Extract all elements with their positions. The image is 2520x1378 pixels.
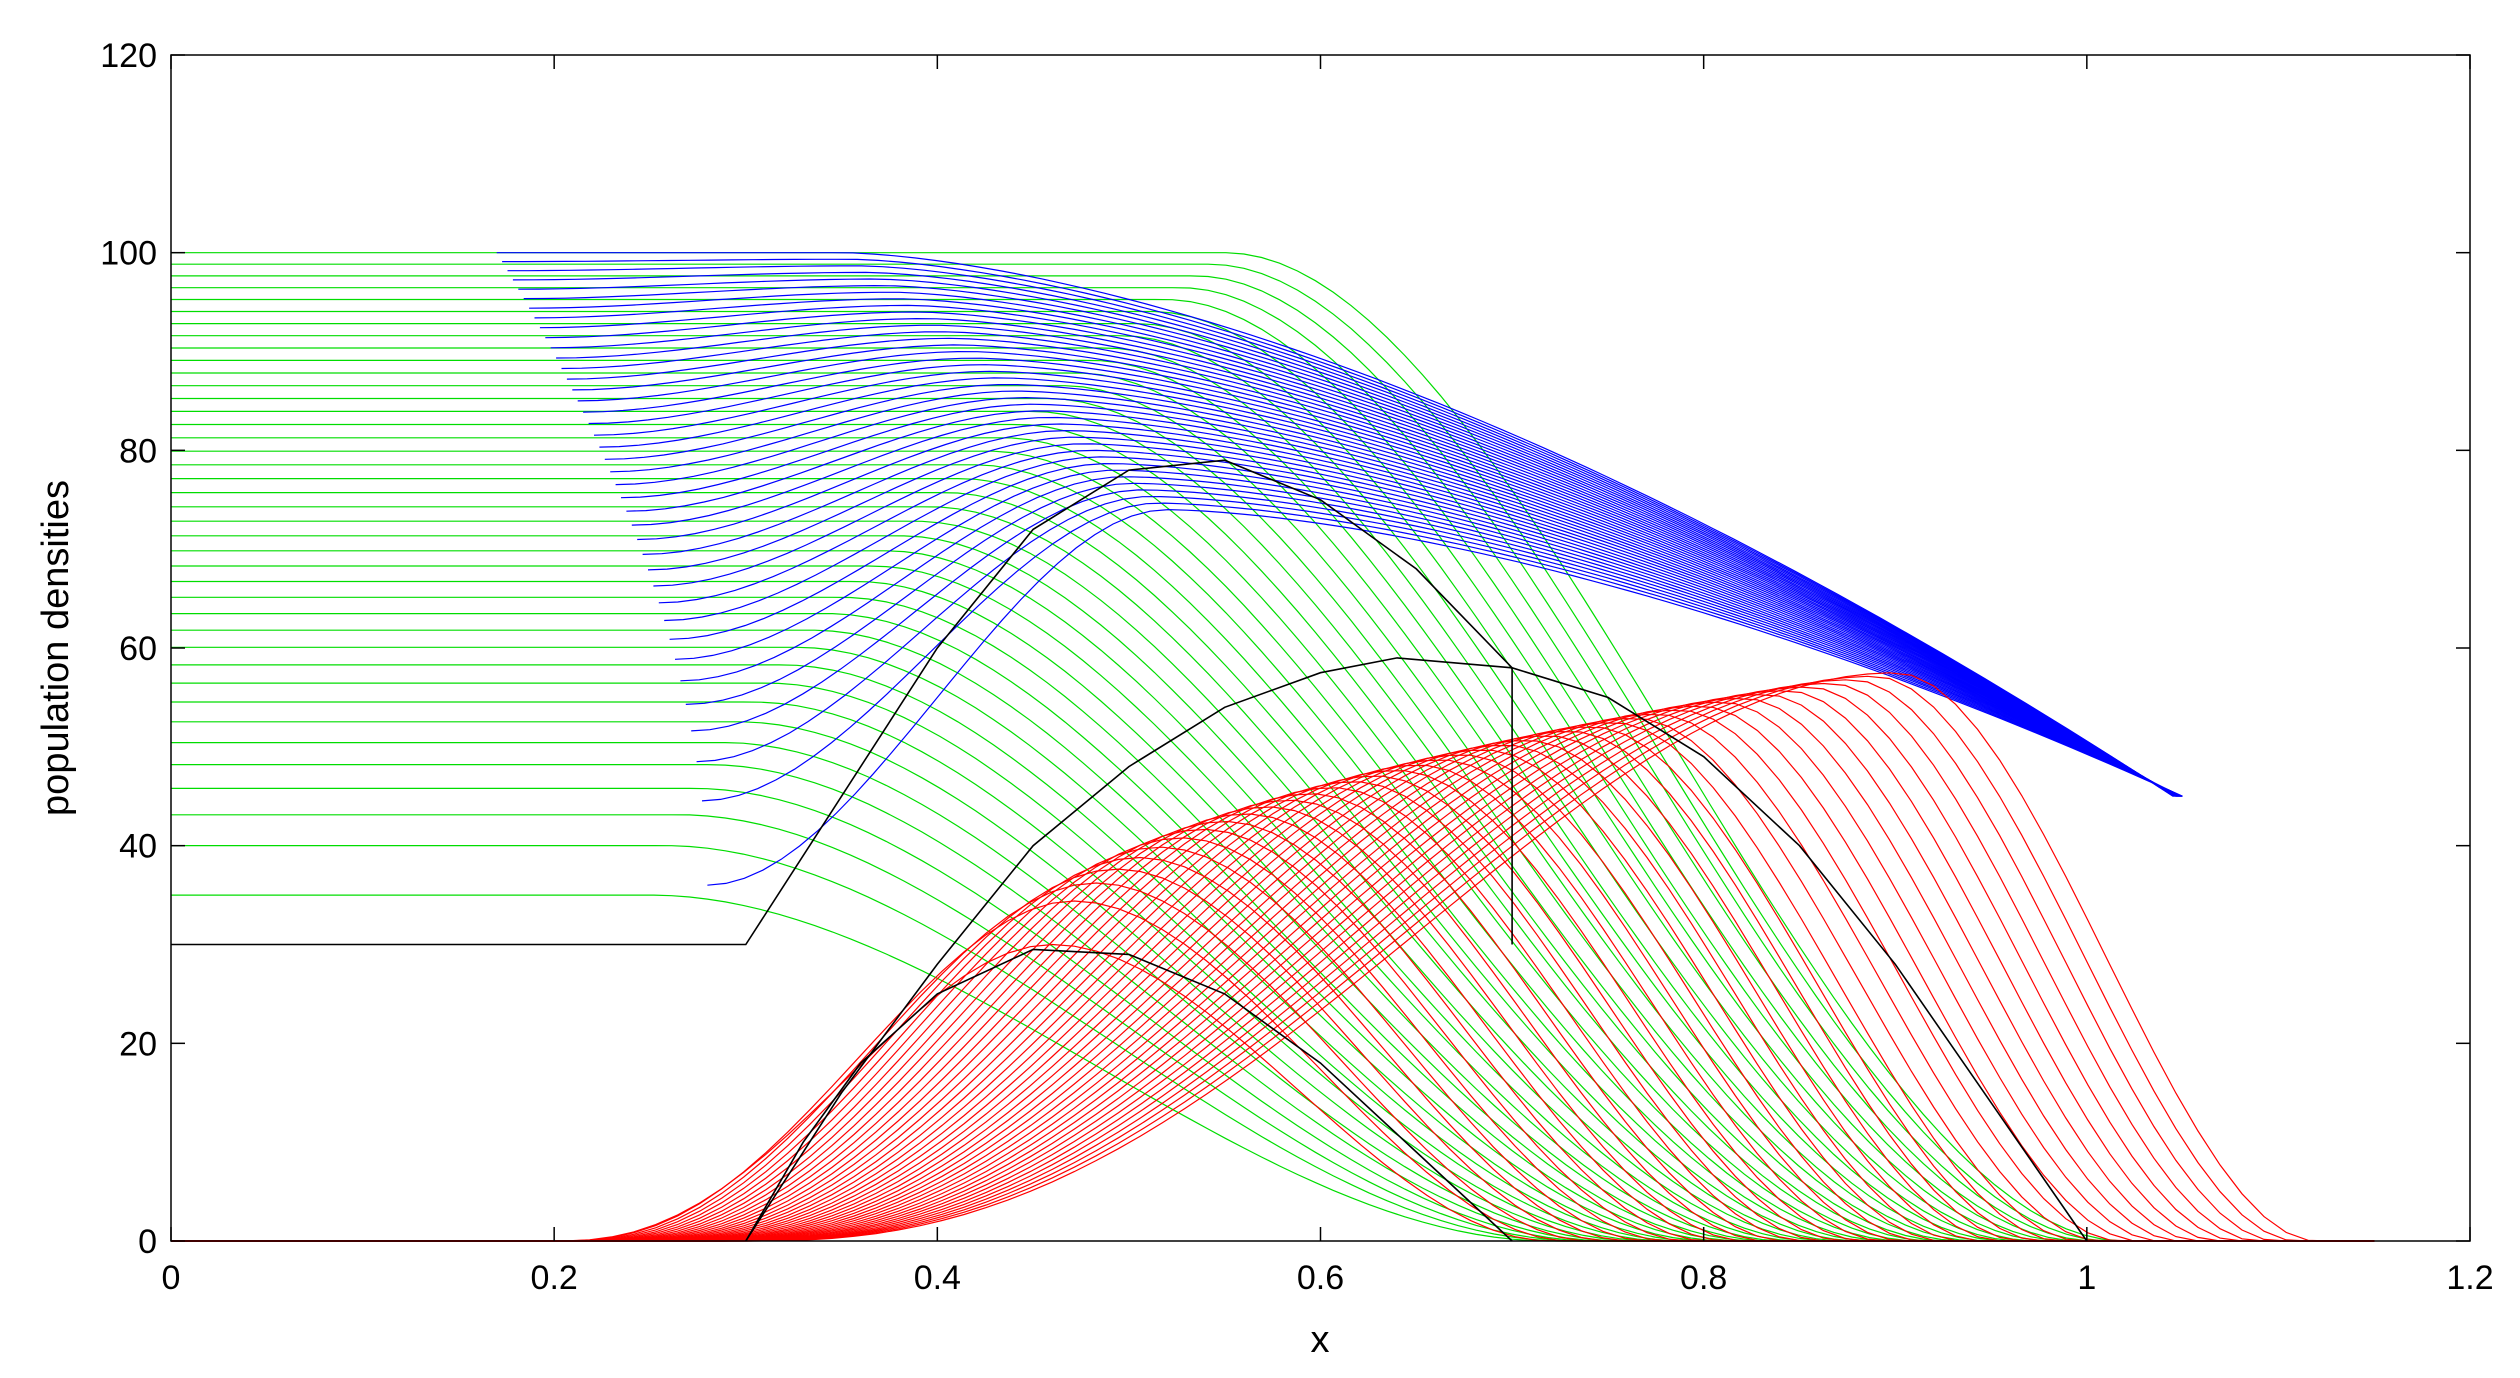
blue-curve (626, 410, 2180, 797)
blue-curve (610, 390, 2179, 797)
blue-curve (496, 252, 2174, 797)
blue-curve (620, 403, 2179, 797)
blue-curve (658, 449, 2181, 797)
blue-curve (523, 284, 2175, 797)
blue-curve (545, 311, 2176, 797)
blue-curve (539, 304, 2176, 797)
blue-curve (599, 377, 2178, 797)
blue-curve (696, 495, 2183, 797)
y-axis-title: population densities (35, 480, 77, 816)
blue-curve (550, 317, 2176, 797)
green-curve (171, 275, 2317, 1242)
blue-curve (653, 443, 2181, 797)
blue-curve (604, 384, 2179, 797)
blue-curve (512, 271, 2175, 797)
blue-curve (588, 364, 2178, 797)
blue-curve (534, 298, 2176, 797)
x-tick-label: 0.4 (914, 1259, 961, 1297)
blue-curve (637, 423, 2180, 797)
blue-curve (669, 462, 2182, 797)
y-tick-label: 60 (119, 630, 157, 668)
y-tick-label: 20 (119, 1025, 157, 1063)
blue-curve (518, 278, 2175, 797)
blue-curve (674, 469, 2182, 797)
blue-curve (691, 489, 2183, 797)
y-tick-label: 120 (100, 37, 157, 75)
blue-curve (577, 350, 2178, 797)
x-tick-label: 0.6 (1297, 1259, 1344, 1297)
blue-curve (615, 396, 2179, 797)
tick-layer: 0 0.2 0.4 0.6 0.8 1 1.2 0 20 40 60 80 100 120 (100, 37, 2493, 1297)
blue-curve (680, 476, 2182, 797)
green-curve (171, 372, 2317, 1242)
green-curve (171, 347, 2317, 1242)
green-curve (171, 298, 2317, 1242)
x-tick-label: 0 (162, 1259, 181, 1297)
x-tick-label: 0.2 (531, 1259, 578, 1297)
green-curve (171, 263, 2317, 1242)
blue-curve (583, 357, 2178, 797)
blue-curve (593, 370, 2178, 797)
blue-curve (507, 265, 2174, 797)
y-tick-label: 80 (119, 432, 157, 470)
green-curve (171, 359, 2317, 1242)
blue-curve (502, 258, 2174, 797)
blue-curve (566, 337, 2177, 797)
blue-curve (556, 324, 2177, 797)
black-curve-1 (171, 459, 1513, 946)
blue-curve (707, 508, 2183, 886)
black-curve-3 (745, 657, 2088, 1242)
blue-curve (529, 291, 2175, 797)
green-curve (171, 335, 2317, 1242)
blue-curve (572, 344, 2177, 797)
black-curve-2 (745, 948, 1513, 1242)
blue-curve (664, 456, 2181, 797)
blue-curve (561, 331, 2177, 797)
blue-curve (647, 436, 2181, 797)
blue-curve (642, 429, 2180, 797)
x-tick-label: 1.2 (2446, 1259, 2493, 1297)
y-tick-label: 100 (100, 235, 157, 273)
blue-curve (631, 416, 2180, 797)
y-tick-label: 40 (119, 828, 157, 866)
x-tick-label: 0.8 (1680, 1259, 1727, 1297)
x-tick-label: 1 (2077, 1259, 2096, 1297)
green-curve (171, 287, 2317, 1242)
y-tick-label: 0 (138, 1223, 157, 1261)
x-axis-title: x (1311, 1319, 1330, 1361)
